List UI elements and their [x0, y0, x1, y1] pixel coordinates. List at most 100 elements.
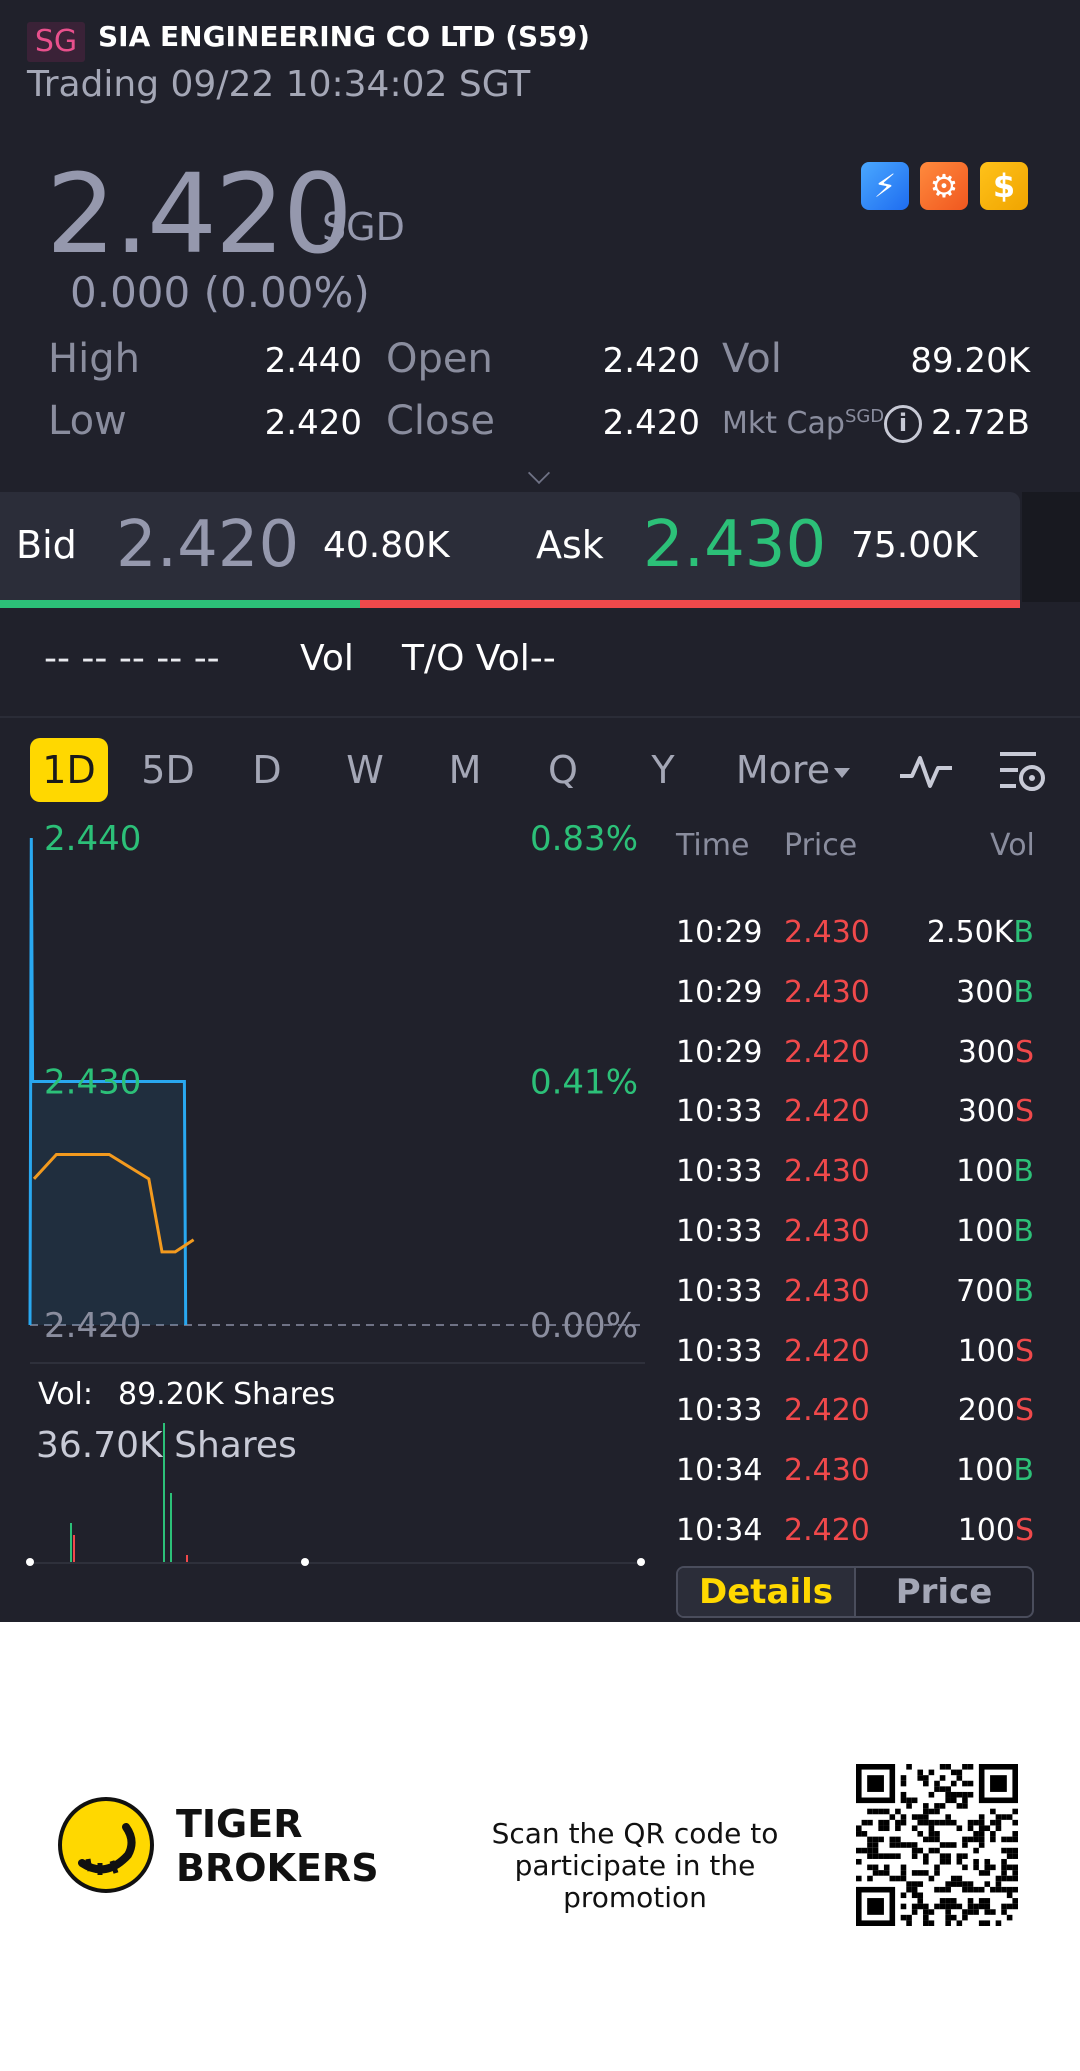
qr-module: [917, 1892, 924, 1899]
qr-module: [967, 1909, 974, 1915]
qr-module: [945, 1914, 951, 1921]
tab-1d[interactable]: 1D: [30, 738, 108, 802]
qr-module: [923, 1858, 929, 1865]
qr-module: [906, 1881, 912, 1887]
trade-vol: 100B: [956, 1154, 1034, 1190]
qr-module: [861, 1819, 868, 1826]
qr-module: [889, 1836, 896, 1843]
qr-module: [978, 1842, 985, 1848]
qr-module: [1012, 1886, 1018, 1893]
qr-module: [1012, 1903, 1018, 1910]
trade-list[interactable]: 10:29 2.430 100B 10:29 2.430 2.50KB 10:29 2.430…: [0, 868, 1080, 1558]
ask-ratio-bar: [360, 600, 1020, 608]
qr-module: [962, 1803, 968, 1809]
tab-d[interactable]: D: [252, 748, 282, 792]
qr-module: [911, 1886, 918, 1893]
trade-vol: 300B: [956, 974, 1034, 1010]
details-tab[interactable]: Details: [678, 1568, 856, 1616]
qr-module: [984, 1870, 991, 1876]
trade-list-toggle[interactable]: Details Price: [676, 1566, 1034, 1618]
stock-name: SIA ENGINEERING CO LTD (S59): [98, 20, 590, 53]
qr-module: [1001, 1870, 1007, 1876]
bid-label: Bid: [16, 523, 77, 567]
qr-module: [962, 1791, 968, 1798]
qr-module: [928, 1819, 935, 1826]
qr-module: [923, 1914, 929, 1921]
dollar-icon[interactable]: $: [980, 162, 1028, 210]
qr-module: [923, 1803, 929, 1809]
qr-module: [923, 1814, 929, 1820]
qr-module: [906, 1764, 912, 1770]
brand-line-2: BROKERS: [176, 1846, 379, 1890]
qr-module: [928, 1847, 935, 1854]
qr-module: [1012, 1847, 1018, 1854]
qr-module: [923, 1920, 929, 1926]
qr-code[interactable]: [856, 1764, 1018, 1926]
qr-module: [945, 1819, 951, 1826]
qr-module: [1006, 1875, 1013, 1882]
qr-module: [990, 1831, 996, 1837]
qr-module: [867, 1875, 873, 1882]
indicator-icon[interactable]: [898, 752, 954, 792]
qr-module: [945, 1909, 951, 1915]
tab-more[interactable]: More: [728, 738, 858, 802]
brand-line-1: TIGER: [176, 1802, 303, 1846]
tab-m[interactable]: M: [448, 748, 482, 792]
qr-module: [973, 1831, 979, 1837]
caret-down-icon: [834, 767, 851, 778]
qr-module: [911, 1853, 918, 1859]
qr-module: [917, 1775, 924, 1781]
tab-w[interactable]: W: [346, 748, 384, 792]
chart-settings-icon[interactable]: [996, 748, 1048, 796]
high-value: 2.440: [264, 341, 362, 381]
lightning-icon[interactable]: ⚡: [861, 162, 909, 210]
qr-module: [1012, 1836, 1018, 1843]
volume-bar: [186, 1555, 188, 1563]
bid-ask-panel[interactable]: [0, 492, 1020, 602]
qr-module: [934, 1870, 940, 1876]
trade-time: 10:29: [676, 915, 763, 950]
trade-price: 2.430: [784, 1453, 870, 1489]
qr-module: [1012, 1870, 1018, 1876]
qr-module: [861, 1847, 868, 1854]
qr-module: [923, 1909, 929, 1915]
info-icon[interactable]: i: [884, 405, 922, 443]
gear-rocket-icon[interactable]: ⚙: [920, 162, 968, 210]
volume-bar: [163, 1423, 165, 1563]
price-tab[interactable]: Price: [895, 1572, 993, 1612]
qr-module: [984, 1909, 991, 1915]
mktcap-value: 2.72B: [930, 403, 1030, 443]
qr-module: [939, 1853, 946, 1859]
qr-module: [962, 1853, 968, 1859]
qr-module: [867, 1853, 873, 1859]
qr-module: [956, 1875, 963, 1882]
qr-module: [939, 1842, 946, 1848]
qr-module: [956, 1775, 963, 1781]
trade-vol: 300S: [957, 1094, 1034, 1130]
last-price: 2.420: [46, 150, 353, 278]
qr-module: [956, 1920, 963, 1926]
qr-module: [962, 1864, 968, 1871]
qr-module: [962, 1909, 968, 1915]
qr-module: [1012, 1831, 1018, 1837]
table-row: 10:33 2.420 200S: [676, 1393, 1034, 1453]
qr-module: [956, 1903, 963, 1910]
tab-y[interactable]: Y: [651, 748, 675, 792]
qr-module: [939, 1858, 946, 1865]
tab-q[interactable]: Q: [548, 748, 578, 792]
tab-5d[interactable]: 5D: [141, 748, 195, 792]
qr-module: [945, 1791, 951, 1798]
qr-module: [1006, 1847, 1013, 1854]
qr-module: [962, 1836, 968, 1843]
qr-module: [967, 1881, 974, 1887]
qr-module: [917, 1819, 924, 1826]
table-row: 10:33 2.430 100B: [676, 1154, 1034, 1214]
qr-module: [962, 1764, 968, 1770]
vol-row-to-vol: T/O Vol--: [402, 638, 556, 679]
intraday-chart[interactable]: 2.440 2.430 2.420 0.83% 0.41% 0.00% Vol: 89.20K…: [0, 815, 660, 1575]
qr-module: [962, 1881, 968, 1887]
qr-module: [950, 1903, 957, 1910]
qr-module: [872, 1808, 879, 1815]
volume-bar: [170, 1493, 172, 1563]
qr-module: [978, 1814, 985, 1820]
